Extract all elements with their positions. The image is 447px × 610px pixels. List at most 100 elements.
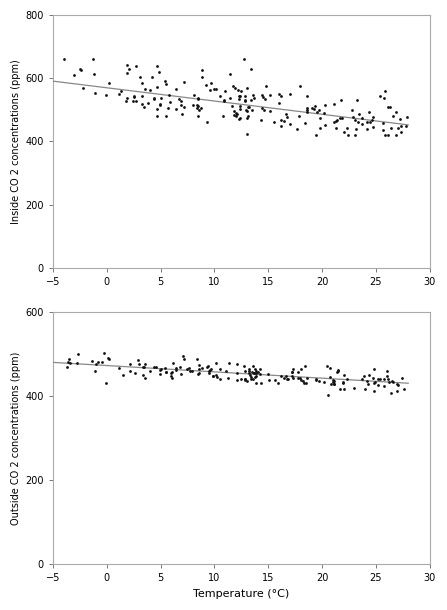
- Point: [115, 363, 122, 373]
- Point: [198, 65, 206, 75]
- Point: [324, 390, 331, 400]
- Point: [150, 94, 157, 104]
- Point: [287, 120, 294, 129]
- Point: [248, 105, 255, 115]
- Point: [339, 376, 346, 386]
- Point: [180, 77, 187, 87]
- Point: [153, 111, 160, 121]
- Point: [247, 95, 254, 105]
- Point: [217, 92, 224, 101]
- Point: [247, 64, 254, 74]
- Point: [361, 384, 368, 394]
- Point: [278, 91, 285, 101]
- Point: [315, 105, 322, 115]
- Point: [265, 369, 272, 379]
- Point: [331, 376, 338, 386]
- Point: [205, 362, 212, 371]
- Point: [389, 111, 396, 121]
- Point: [395, 380, 402, 390]
- Point: [230, 110, 237, 120]
- Point: [312, 375, 319, 385]
- Point: [243, 376, 250, 386]
- Point: [74, 358, 81, 368]
- Point: [235, 114, 242, 124]
- Point: [344, 374, 351, 384]
- Point: [124, 93, 131, 103]
- Point: [320, 378, 327, 387]
- Point: [156, 369, 163, 379]
- Point: [308, 102, 316, 112]
- Point: [386, 102, 393, 112]
- Point: [297, 81, 304, 91]
- Point: [245, 111, 252, 121]
- Point: [157, 364, 164, 374]
- Point: [333, 367, 341, 376]
- Point: [283, 371, 290, 381]
- Point: [330, 117, 337, 126]
- Point: [76, 65, 84, 74]
- Point: [98, 357, 105, 367]
- Point: [240, 54, 248, 64]
- Point: [191, 90, 198, 99]
- Point: [286, 89, 293, 99]
- Point: [233, 375, 240, 384]
- Point: [177, 362, 184, 371]
- Point: [321, 100, 329, 110]
- Point: [274, 378, 282, 388]
- Point: [249, 375, 257, 384]
- Point: [364, 379, 371, 389]
- Point: [162, 367, 169, 377]
- Point: [348, 105, 355, 115]
- Point: [236, 104, 243, 113]
- Point: [130, 92, 137, 102]
- Point: [80, 83, 87, 93]
- Point: [242, 105, 249, 115]
- Point: [363, 124, 370, 134]
- Point: [161, 363, 168, 373]
- Point: [384, 374, 392, 384]
- Point: [163, 367, 170, 377]
- Point: [256, 370, 263, 379]
- Point: [248, 372, 255, 382]
- Point: [244, 106, 251, 116]
- Point: [205, 366, 212, 376]
- Point: [206, 85, 213, 95]
- Point: [377, 92, 384, 101]
- Point: [251, 372, 258, 382]
- Point: [361, 371, 368, 381]
- X-axis label: Temperature (°C): Temperature (°C): [193, 589, 289, 599]
- Point: [195, 368, 202, 378]
- Point: [333, 123, 340, 132]
- Point: [132, 61, 139, 71]
- Point: [102, 378, 110, 388]
- Point: [369, 122, 376, 132]
- Point: [355, 117, 362, 127]
- Point: [313, 107, 320, 117]
- Point: [388, 388, 395, 398]
- Point: [290, 364, 297, 374]
- Point: [156, 101, 164, 110]
- Point: [213, 358, 220, 368]
- Point: [370, 373, 377, 382]
- Point: [101, 348, 108, 358]
- Point: [297, 375, 304, 385]
- Point: [311, 104, 318, 113]
- Point: [257, 364, 264, 374]
- Point: [383, 371, 390, 381]
- Point: [209, 371, 216, 381]
- Point: [194, 93, 201, 102]
- Point: [196, 360, 203, 370]
- Point: [350, 112, 357, 122]
- Point: [66, 358, 73, 368]
- Point: [177, 96, 184, 106]
- Point: [384, 102, 392, 112]
- Point: [276, 98, 283, 108]
- Point: [384, 131, 392, 140]
- Point: [105, 354, 112, 364]
- Point: [105, 78, 113, 88]
- Point: [147, 85, 154, 95]
- Point: [148, 72, 155, 82]
- Point: [290, 373, 297, 382]
- Point: [277, 371, 284, 381]
- Point: [240, 361, 247, 371]
